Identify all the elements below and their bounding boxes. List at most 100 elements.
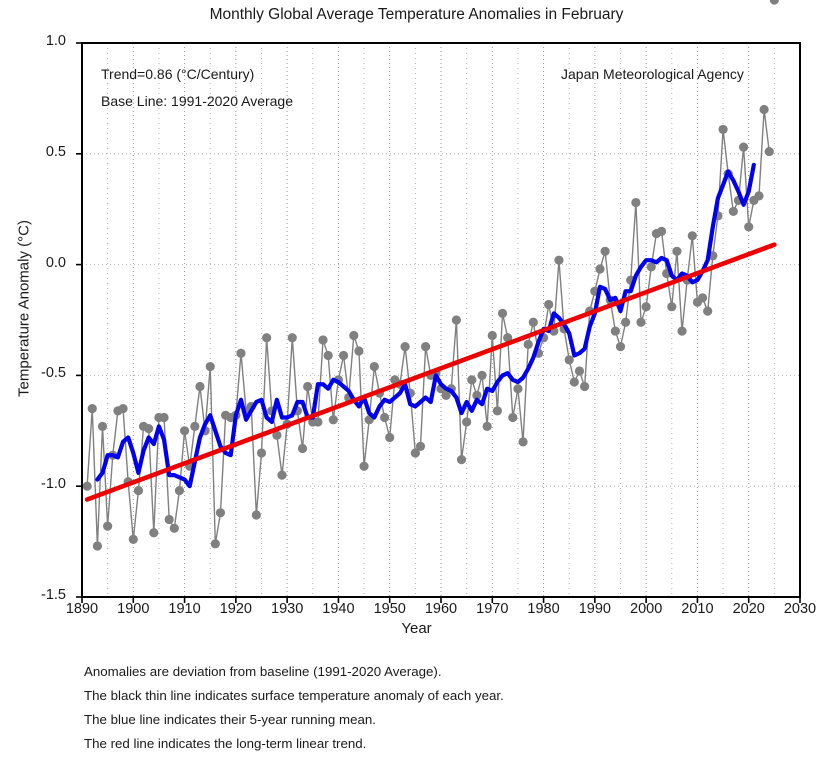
- annual-data-point: [754, 191, 764, 201]
- annual-data-point: [174, 486, 185, 496]
- y-tick-label: 0.0: [45, 254, 66, 271]
- annual-data-point: [646, 262, 656, 272]
- annual-data-point: [415, 441, 426, 451]
- annual-data-point: [615, 341, 626, 352]
- annual-data-point: [554, 255, 564, 265]
- annual-data-point: [277, 470, 287, 480]
- annual-data-point: [133, 486, 144, 496]
- annual-data-point: [164, 514, 174, 525]
- annual-data-point: [349, 330, 359, 341]
- annual-data-point: [569, 377, 579, 387]
- trend-annotation: Trend=0.86 (°C/Century): [101, 66, 255, 82]
- annual-data-point: [764, 146, 774, 157]
- annual-data-point: [456, 455, 467, 465]
- annual-data-point: [487, 330, 497, 341]
- y-tick-label: 0.5: [45, 143, 66, 160]
- annual-data-point: [610, 326, 620, 336]
- annual-data-point: [272, 430, 282, 440]
- x-tick-label: 1920: [219, 601, 252, 617]
- annual-data-point: [718, 124, 728, 135]
- annual-data-point: [600, 246, 610, 256]
- annual-data-point: [190, 421, 200, 431]
- x-tick-label: 1940: [322, 601, 355, 617]
- running-mean-line: [95, 162, 756, 489]
- annual-data-point: [441, 390, 451, 400]
- annual-data-point: [328, 415, 338, 425]
- annual-data-point: [338, 350, 349, 361]
- annual-data-point: [574, 366, 585, 376]
- annual-data-point: [144, 423, 154, 434]
- annual-data-point: [359, 461, 369, 471]
- x-tick-label: 1960: [424, 601, 458, 617]
- annual-data-point: [518, 437, 528, 447]
- annual-data-point: [400, 341, 410, 352]
- annual-data-point: [118, 404, 128, 414]
- annual-data-point: [215, 508, 226, 518]
- annual-data-point: [687, 231, 697, 241]
- annual-data-point: [497, 308, 508, 318]
- annual-data-point: [303, 381, 313, 392]
- annual-data-point: [205, 361, 215, 372]
- annual-data-point: [492, 406, 503, 416]
- annual-data-point: [379, 412, 390, 423]
- annual-data-point: [87, 404, 97, 414]
- annual-data-point: [564, 355, 574, 365]
- x-axis-label: Year: [401, 620, 432, 637]
- annual-data-point: [262, 333, 272, 343]
- annual-data-point: [467, 375, 477, 385]
- footnote-line: Anomalies are deviation from baseline (1…: [84, 664, 442, 679]
- annual-data-point: [631, 197, 641, 208]
- annual-anomaly-line: [86, 109, 770, 547]
- annual-data-point: [503, 333, 513, 343]
- annual-data-point: [97, 421, 108, 431]
- annual-data-point: [656, 226, 667, 236]
- annual-data-point: [410, 448, 420, 458]
- annual-data-point: [159, 412, 169, 423]
- baseline-annotation: Base Line: 1991-2020 Average: [101, 93, 294, 109]
- x-tick-label: 1990: [578, 601, 611, 617]
- annual-data-point: [451, 315, 461, 325]
- annual-data-point: [636, 317, 646, 327]
- annual-data-point: [544, 299, 554, 310]
- annual-data-point: [169, 523, 179, 533]
- agency-annotation: Japan Meteorological Agency: [561, 66, 744, 82]
- annual-data-point: [251, 510, 261, 520]
- annual-data-point: [313, 417, 323, 427]
- annual-data-point: [703, 306, 713, 316]
- annual-data-point: [728, 206, 738, 217]
- annual-data-point: [621, 317, 631, 327]
- annual-data-point: [179, 426, 190, 436]
- annual-data-point: [369, 361, 379, 372]
- annual-data-point: [82, 481, 92, 491]
- y-tick-label: -1.5: [41, 587, 66, 603]
- annual-data-point: [297, 443, 308, 454]
- annual-data-point: [421, 341, 431, 352]
- annual-data-point: [323, 350, 333, 361]
- x-tick-label: 1980: [527, 601, 560, 617]
- annual-data-point: [482, 421, 492, 431]
- x-tick-label: 1930: [271, 601, 304, 617]
- annual-data-point: [195, 381, 205, 392]
- footnote-line: The blue line indicates their 5-year run…: [84, 712, 376, 727]
- annual-data-point: [92, 541, 102, 551]
- annual-data-point: [128, 534, 138, 544]
- annual-data-point: [513, 384, 523, 394]
- annual-data-point: [149, 528, 159, 538]
- footnote-line: The red line indicates the long-term lin…: [84, 736, 367, 751]
- x-tick-label: 1950: [373, 601, 406, 617]
- x-tick-label: 2030: [783, 601, 817, 617]
- annual-data-point: [580, 381, 590, 392]
- annual-data-point: [354, 346, 364, 356]
- annual-data-point: [672, 246, 682, 256]
- annual-data-point: [641, 302, 651, 312]
- annual-data-point: [472, 390, 482, 400]
- annual-data-point: [287, 333, 297, 343]
- x-tick-label: 1970: [476, 601, 509, 617]
- annual-data-point: [677, 326, 687, 336]
- annual-data-point: [759, 104, 769, 115]
- x-tick-label: 1910: [168, 601, 201, 617]
- annual-data-point: [210, 539, 220, 549]
- annual-data-point: [462, 417, 472, 427]
